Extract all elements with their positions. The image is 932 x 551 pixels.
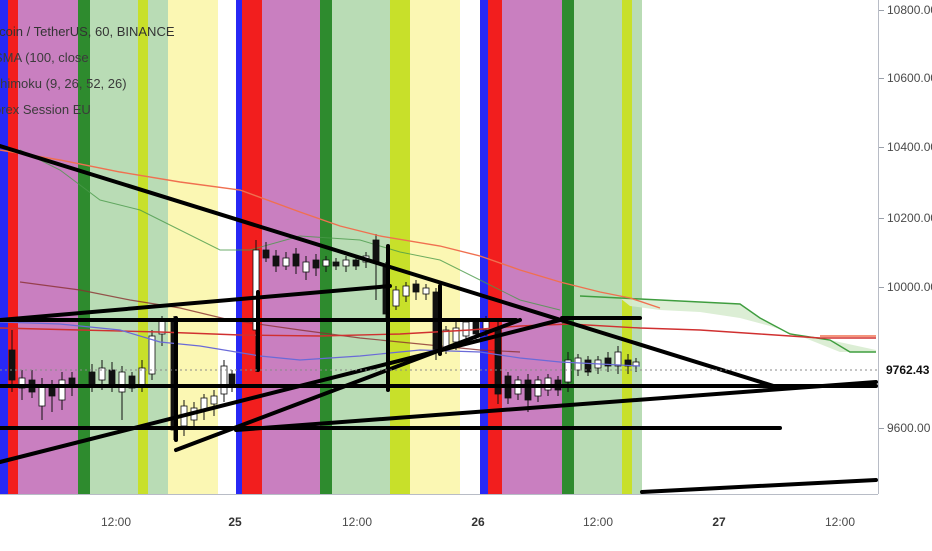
trendline [0, 284, 392, 322]
candle-body [332, 261, 340, 267]
time-label: 12:00 [582, 515, 614, 529]
price-label: 10800.00 [887, 3, 932, 17]
session-band [410, 0, 460, 494]
session-band [18, 0, 78, 494]
candle-body [462, 321, 470, 337]
candle-body [352, 259, 360, 267]
cloud-area [620, 298, 876, 352]
time-label-day: 25 [228, 515, 242, 529]
last-price-label: 9762.43 [880, 360, 932, 380]
candle-body [322, 259, 330, 267]
candle-body [48, 387, 56, 397]
candle-body [108, 369, 116, 387]
candle-body [220, 365, 228, 395]
session-band [90, 0, 138, 494]
candle-body [88, 371, 96, 385]
candle-body [524, 379, 532, 401]
chart-canvas[interactable]: Bitcoin / TetherUS, 60, BINANCE SMA (100… [0, 0, 878, 494]
session-band [262, 0, 320, 494]
candle-body [138, 367, 146, 387]
candle-body [342, 259, 350, 267]
price-label: 10200.00 [887, 211, 932, 225]
candle-body [564, 359, 572, 383]
session-band [632, 0, 642, 494]
time-label: 12:00 [341, 515, 373, 529]
candle-body [58, 379, 66, 401]
candle-body [148, 335, 156, 375]
session-band [0, 0, 8, 494]
session-band [622, 0, 632, 494]
session-band [138, 0, 148, 494]
price-label: 10400.00 [887, 140, 932, 154]
time-label: 12:00 [100, 515, 132, 529]
price-label: 9600.00 [887, 421, 931, 435]
trendline [640, 478, 878, 494]
session-band [488, 0, 502, 494]
price-chart[interactable] [0, 0, 878, 494]
cloud-span-a [19, 149, 561, 311]
candle-body [118, 371, 126, 393]
session-band [574, 0, 622, 494]
session-band [236, 0, 242, 494]
candle-body [292, 253, 300, 267]
candle-body [604, 357, 612, 367]
candle-body [302, 261, 310, 273]
time-label-day: 26 [471, 515, 485, 529]
candle-body [392, 289, 400, 307]
tenkan-line [0, 321, 641, 367]
candle-body [282, 257, 290, 267]
price-label: 10000.00 [887, 280, 932, 294]
candle-body [412, 283, 420, 293]
price-axis[interactable]: 10800.00 10600.00 10400.00 10200.00 1000… [878, 0, 932, 494]
candle-body [210, 395, 218, 405]
drawn-trendlines [0, 144, 878, 494]
trendline [234, 380, 878, 432]
candle-body [272, 255, 280, 267]
candle-body [452, 327, 460, 343]
candle-body [38, 385, 46, 407]
candle-body [614, 351, 622, 367]
trendline [0, 318, 562, 464]
candle-body [262, 249, 270, 259]
candle-body [584, 359, 592, 373]
time-label: 12:00 [824, 515, 856, 529]
sma-line [0, 149, 661, 309]
candle-body [312, 259, 320, 269]
session-band [480, 0, 488, 494]
trendline [174, 318, 522, 452]
candle-body [422, 287, 430, 295]
session-band [332, 0, 390, 494]
session-band [78, 0, 90, 494]
candle-body [402, 285, 410, 297]
cloud-edge [579, 295, 876, 353]
candle-body [372, 239, 380, 263]
time-label-day: 27 [712, 515, 726, 529]
time-axis[interactable]: 12:00 25 12:00 26 12:00 27 12:00 [0, 494, 878, 551]
candle-body [574, 357, 582, 371]
candle-body [472, 321, 480, 335]
candle-body [8, 349, 16, 381]
session-band [502, 0, 562, 494]
price-label: 10600.00 [887, 71, 932, 85]
session-band [562, 0, 574, 494]
candle-body [98, 367, 106, 381]
session-band [8, 0, 18, 494]
